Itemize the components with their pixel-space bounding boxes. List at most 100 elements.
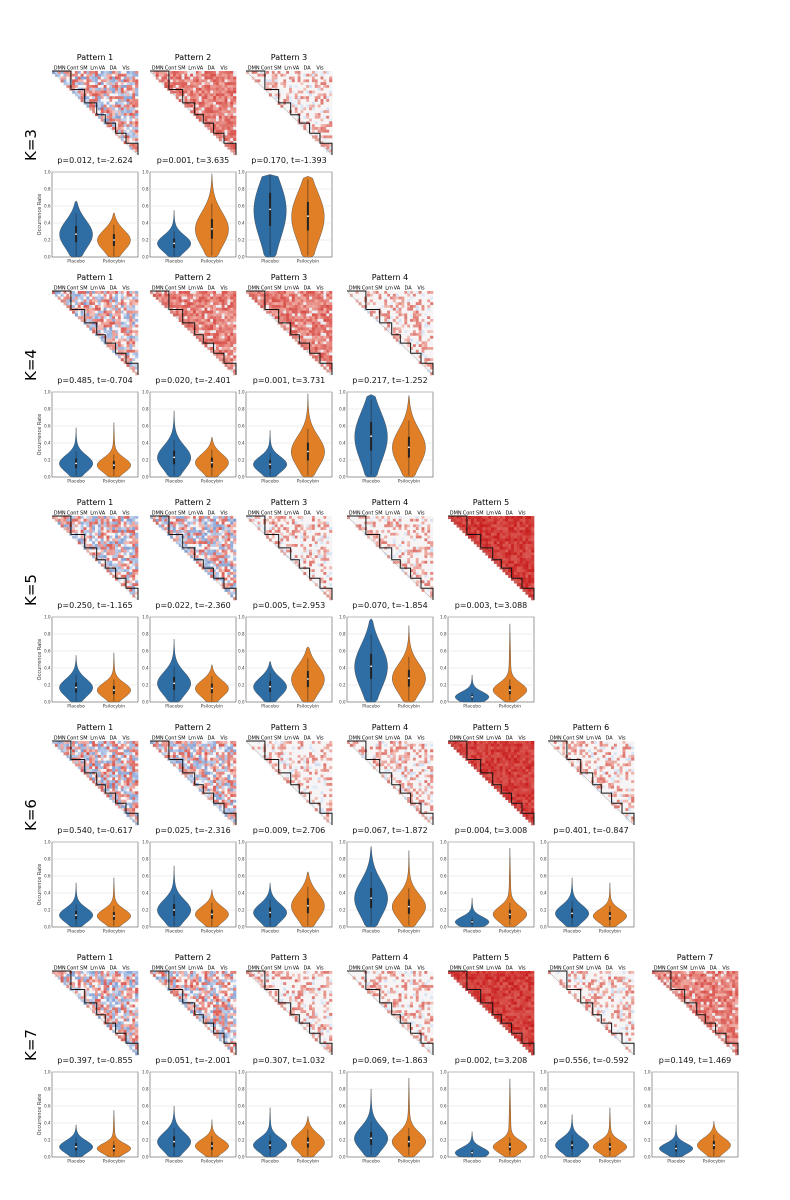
matrix-cell (135, 527, 139, 531)
matrix-cell (117, 113, 122, 117)
matrix-cell (207, 71, 211, 75)
matrix-cell (309, 101, 313, 105)
matrix-cell (129, 335, 133, 339)
matrix-cell (227, 352, 231, 356)
y-tick-label: 0.8 (238, 406, 245, 411)
matrix-cell (314, 572, 318, 576)
matrix-cell (326, 93, 330, 97)
matrix-cell (401, 327, 405, 331)
matrix-cell (210, 338, 214, 342)
matrix-cell (297, 538, 301, 542)
matrix-cell (117, 574, 122, 578)
matrix-cell (421, 344, 425, 348)
matrix-cell (314, 355, 318, 359)
matrix-cell (280, 82, 284, 86)
matrix-cell (158, 293, 162, 297)
network-label: Vis (220, 511, 228, 517)
matrix-cell (280, 85, 284, 89)
matrix-cell (418, 333, 422, 337)
matrix-cell (120, 349, 124, 353)
matrix-cell (224, 333, 228, 337)
matrix-cell (126, 352, 130, 356)
matrix-cell (164, 291, 168, 295)
network-label: DMN (349, 286, 361, 292)
matrix-cell (204, 333, 208, 337)
matrix-cell (218, 307, 222, 311)
matrix-cell (193, 313, 197, 317)
matrix-cell (311, 349, 316, 353)
matrix-cell (404, 333, 408, 337)
matrix-cell (224, 296, 228, 300)
matrix-cell (109, 538, 113, 542)
matrix-cell (367, 291, 371, 295)
matrix-cell (123, 541, 127, 545)
matrix-cell (57, 73, 61, 77)
matrix-cell (123, 104, 127, 108)
matrix-cell (224, 560, 228, 564)
matrix-cell (323, 563, 327, 567)
matrix-cell (291, 79, 296, 83)
matrix-cell (129, 516, 133, 520)
matrix-cell (175, 313, 179, 317)
matrix-cell (320, 296, 324, 300)
matrix-cell (132, 305, 136, 309)
matrix-cell (74, 73, 79, 77)
matrix-cell (227, 107, 231, 111)
matrix-cell (274, 518, 278, 522)
matrix-cell (210, 327, 214, 331)
y-tick-label: 0.8 (44, 186, 51, 191)
matrix-cell (210, 110, 214, 114)
matrix-cell (103, 546, 107, 550)
matrix-cell (92, 104, 96, 108)
matrix-cell (175, 85, 179, 89)
matrix-cell (112, 302, 116, 306)
matrix-cell (227, 335, 231, 339)
matrix-cell (207, 305, 211, 309)
matrix-cell (274, 71, 278, 75)
matrix-cell (86, 524, 90, 528)
matrix-cell (201, 524, 205, 528)
matrix-cell (286, 541, 290, 545)
matrix-cell (309, 527, 313, 531)
matrix-cell (106, 333, 110, 337)
matrix-cell (277, 302, 281, 306)
matrix-cell (291, 305, 296, 309)
matrix-cell (421, 330, 425, 334)
matrix-cell (129, 555, 133, 559)
matrix-cell (210, 99, 214, 103)
matrix-cell (120, 302, 124, 306)
matrix-cell (421, 321, 425, 325)
matrix-cell (407, 327, 411, 331)
matrix-cell (158, 291, 162, 295)
matrix-cell (314, 544, 318, 548)
matrix-cell (309, 313, 313, 317)
matrix-cell (297, 104, 301, 108)
matrix-cell (266, 516, 270, 520)
matrix-cell (100, 319, 104, 323)
matrix-cell (132, 546, 136, 550)
matrix-cell (95, 319, 99, 323)
matrix-cell (320, 291, 324, 295)
matrix-cell (303, 538, 307, 542)
matrix-cell (410, 296, 414, 300)
matrix-cell (320, 530, 324, 534)
matrix-cell (404, 302, 408, 306)
matrix-cell (195, 549, 200, 553)
matrix-cell (221, 127, 225, 131)
matrix-cell (74, 90, 79, 94)
matrix-cell (268, 291, 273, 295)
network-label: DMN (54, 511, 66, 517)
matrix-cell (72, 291, 76, 295)
matrix-cell (230, 366, 234, 370)
matrix-cell (158, 71, 162, 75)
matrix-cell (204, 291, 208, 295)
matrix-cell (207, 319, 211, 323)
matrix-cell (233, 591, 237, 595)
matrix-cell (230, 527, 234, 531)
matrix-cell (398, 299, 402, 303)
matrix-cell (135, 532, 139, 536)
matrix-cell (97, 291, 102, 295)
matrix-cell (184, 76, 188, 80)
matrix-cell (210, 291, 214, 295)
matrix-cell (286, 527, 290, 531)
